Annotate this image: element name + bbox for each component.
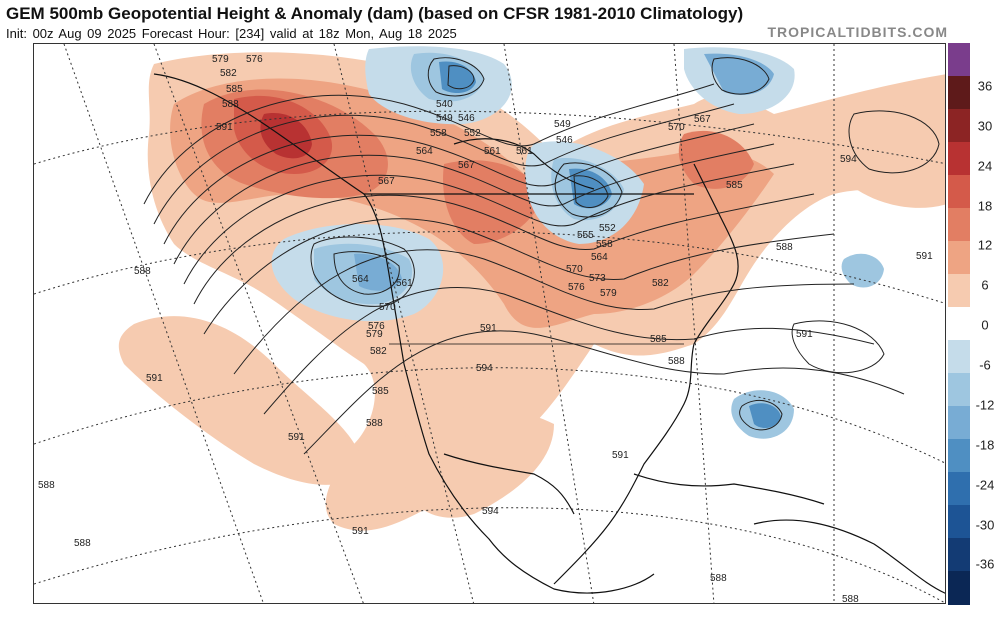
contour-label: 588 [134, 266, 151, 277]
contour-label: 555 [577, 230, 594, 241]
colorbar-swatch [948, 274, 970, 308]
contour-label: 570 [379, 302, 396, 313]
contour-labels: 579 576 582 585 588 591 540 549 546 558 … [38, 54, 933, 604]
contour-label: 549 [554, 119, 571, 130]
colorbar-tick-label: -30 [975, 517, 995, 533]
contour-label: 588 [74, 538, 91, 549]
positive-anomaly-layer [118, 52, 945, 531]
colorbar-swatch [948, 505, 970, 539]
contour-label: 576 [246, 54, 263, 65]
anomaly-colorbar: 36 30 24 18 12 6 0 -6 -12 -18 -24 -30 -36 [946, 43, 1000, 605]
contour-label: 567 [694, 114, 711, 125]
negative-anomaly-layer [271, 46, 884, 439]
contour-label: 585 [226, 84, 243, 95]
contour-label: 591 [480, 323, 497, 334]
contour-label: 588 [222, 99, 239, 110]
contour-label: 594 [476, 363, 493, 374]
coastlines [153, 73, 945, 594]
contour-label: 540 [436, 99, 453, 110]
contour-label: 591 [216, 122, 233, 133]
colorbar-tick-label: -6 [979, 357, 991, 373]
contour-label: 573 [589, 273, 606, 284]
contour-label: 567 [378, 176, 395, 187]
contour-label: 561 [516, 146, 533, 157]
colorbar-swatch [948, 109, 970, 143]
colorbar-swatch [948, 340, 970, 374]
contour-label: 564 [352, 274, 369, 285]
colorbar-swatch [948, 571, 970, 605]
brand-watermark: TROPICALTIDBITS.COM [767, 24, 948, 40]
contour-label: 576 [568, 282, 585, 293]
map-panel: 579 576 582 585 588 591 540 549 546 558 … [33, 43, 946, 604]
contour-label: 576 [368, 321, 385, 332]
colorbar-tick-label: 6 [981, 277, 989, 293]
colorbar-swatch [948, 241, 970, 275]
contour-label: 579 [600, 288, 617, 299]
contour-label: 564 [591, 252, 608, 263]
contour-label: 591 [612, 450, 629, 461]
colorbar-swatch [948, 142, 970, 176]
contour-label: 564 [416, 146, 433, 157]
contour-label: 591 [146, 373, 163, 384]
contour-label: 567 [458, 160, 475, 171]
colorbar-tick-label: 24 [977, 158, 993, 174]
contour-label: 552 [599, 223, 616, 234]
contour-label: 588 [842, 594, 859, 604]
contour-label: 579 [366, 329, 383, 340]
colorbar-tick-label: 0 [981, 317, 989, 333]
contour-label: 558 [596, 239, 613, 250]
contour-label: 594 [840, 154, 857, 165]
colorbar-swatch [948, 307, 970, 341]
colorbar-swatch [948, 472, 970, 506]
contour-label: 588 [668, 356, 685, 367]
contour-label: 591 [796, 329, 813, 340]
colorbar-tick-label: 36 [977, 78, 993, 94]
contour-label: 588 [38, 480, 55, 491]
colorbar-swatch [948, 76, 970, 110]
colorbar-tick-label: 30 [977, 118, 993, 134]
colorbar-tick-label: -18 [975, 437, 995, 453]
graticule [34, 44, 945, 603]
contour-label: 549 [436, 113, 453, 124]
colorbar-tick-label: 18 [977, 198, 993, 214]
contour-label: 585 [650, 334, 667, 345]
contour-label: 579 [212, 54, 229, 65]
contour-label: 570 [566, 264, 583, 275]
colorbar-tick-label: -12 [975, 397, 995, 413]
colorbar-swatch [948, 439, 970, 473]
contour-label: 591 [288, 432, 305, 443]
colorbar-swatch [948, 538, 970, 572]
contour-label: 561 [484, 146, 501, 157]
contour-label: 582 [652, 278, 669, 289]
contour-label: 552 [464, 128, 481, 139]
contour-label: 591 [916, 251, 933, 262]
height-contours [143, 57, 940, 455]
contour-label: 588 [366, 418, 383, 429]
contour-label: 582 [370, 346, 387, 357]
contour-label: 546 [458, 113, 475, 124]
contour-label: 558 [430, 128, 447, 139]
colorbar-tick-label: 12 [977, 237, 993, 253]
map-title: GEM 500mb Geopotential Height & Anomaly … [6, 4, 744, 23]
colorbar-swatch [948, 373, 970, 407]
map-subtitle: Init: 00z Aug 09 2025 Forecast Hour: [23… [6, 26, 457, 41]
contour-label: 570 [668, 122, 685, 133]
contour-label: 546 [556, 135, 573, 146]
contour-label: 594 [482, 506, 499, 517]
contour-label: 585 [372, 386, 389, 397]
contour-label: 585 [726, 180, 743, 191]
contour-label: 582 [220, 68, 237, 79]
contour-label: 588 [710, 573, 727, 584]
colorbar-tick-label: -36 [975, 556, 995, 572]
contour-label: 591 [352, 526, 369, 537]
contour-label: 588 [776, 242, 793, 253]
colorbar-swatch [948, 406, 970, 440]
colorbar-swatch [948, 43, 970, 77]
map-canvas: 579 576 582 585 588 591 540 549 546 558 … [34, 44, 945, 604]
colorbar-swatch [948, 175, 970, 209]
contour-label: 561 [396, 278, 413, 289]
colorbar-swatch [948, 208, 970, 242]
colorbar-tick-label: -24 [975, 477, 995, 493]
